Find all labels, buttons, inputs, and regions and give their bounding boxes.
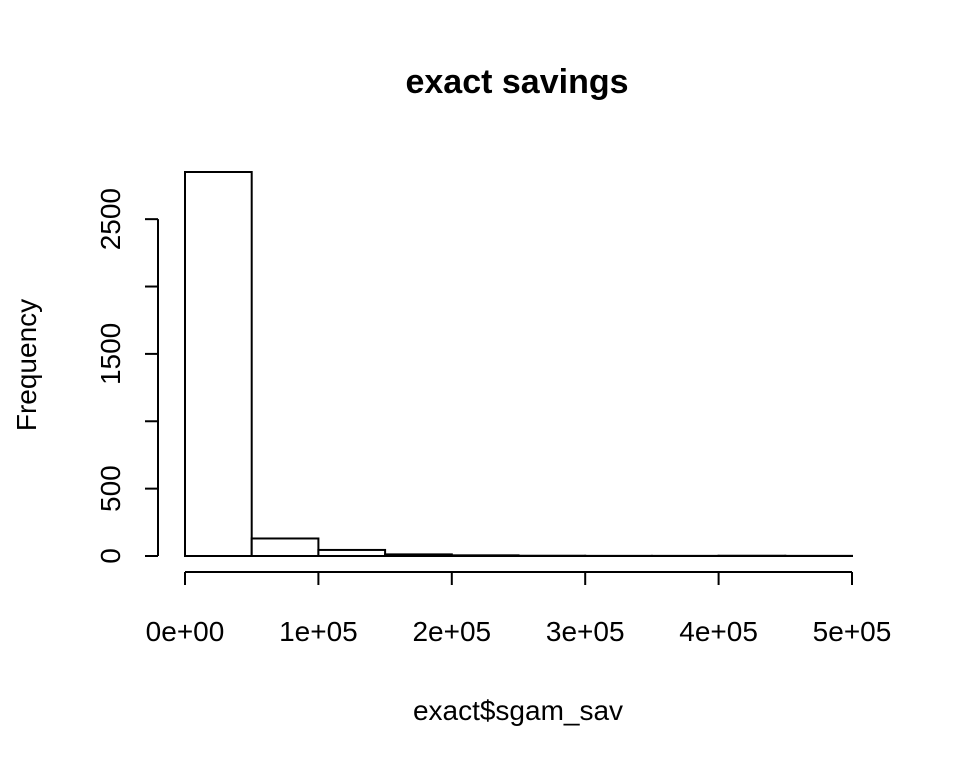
y-tick-label-0: 0 <box>95 548 126 564</box>
x-tick-label-0: 0e+00 <box>146 616 225 647</box>
histogram-bar-1 <box>184 171 253 557</box>
x-tick-label-4: 4e+05 <box>679 616 758 647</box>
y-axis: 0 500 1500 2500 <box>95 188 159 564</box>
y-tick-label-500: 500 <box>95 465 126 512</box>
chart-title: exact savings <box>405 63 628 101</box>
y-tick-label-1500: 1500 <box>95 323 126 385</box>
x-tick-label-5: 5e+05 <box>813 616 892 647</box>
y-axis-label: Frequency <box>11 299 42 431</box>
histogram-bar-5 <box>450 554 520 558</box>
x-axis-label: exact$sgam_sav <box>413 695 623 726</box>
x-tick-label-1: 1e+05 <box>279 616 358 647</box>
histogram-bar-4 <box>384 553 453 558</box>
x-tick-label-2: 2e+05 <box>412 616 491 647</box>
x-axis: 0e+00 1e+05 2e+05 3e+05 4e+05 5e+05 <box>146 571 892 647</box>
histogram-bar-3 <box>317 548 387 558</box>
histogram-bars <box>184 171 853 558</box>
x-tick-label-3: 3e+05 <box>546 616 625 647</box>
histogram-bar-2 <box>250 537 320 557</box>
y-tick-label-2500: 2500 <box>95 188 126 250</box>
